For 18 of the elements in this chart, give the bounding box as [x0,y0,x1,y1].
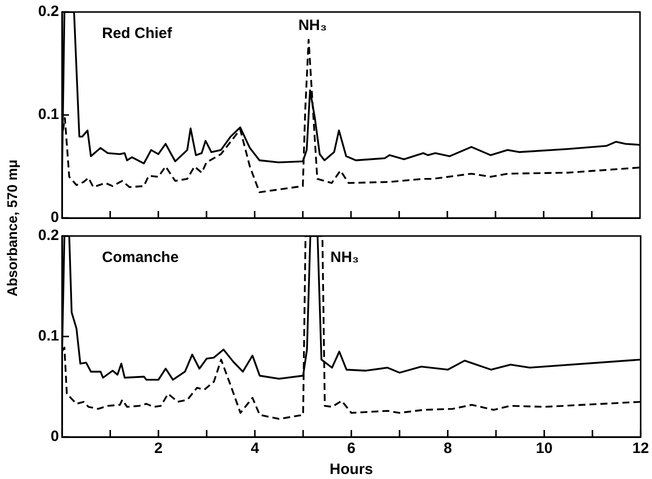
x-tick-label: 4 [250,440,260,458]
y-tick-label: 0 [50,428,59,446]
x-tick-label: 12 [632,440,649,458]
x-tick-label: 6 [347,440,356,458]
x-axis-title: Hours [330,461,373,478]
annotation: Red Chief [102,25,174,42]
annotation: NH₃ [330,249,360,266]
x-tick-label: 8 [444,440,452,458]
y-tick-label: 0 [50,209,59,226]
y-tick-label: 0.1 [38,328,59,345]
y-tick-label: 0.1 [38,106,59,124]
annotation: NH₃ [298,16,327,34]
y-axis-title: Absorbance, 570 mμ [4,160,20,296]
x-tick-label: 10 [536,440,553,458]
y-tick-label: 0.2 [38,3,59,20]
x-tick-label: 2 [154,440,163,458]
y-tick-label: 0.2 [38,227,59,244]
annotation: Comanche [102,249,179,266]
